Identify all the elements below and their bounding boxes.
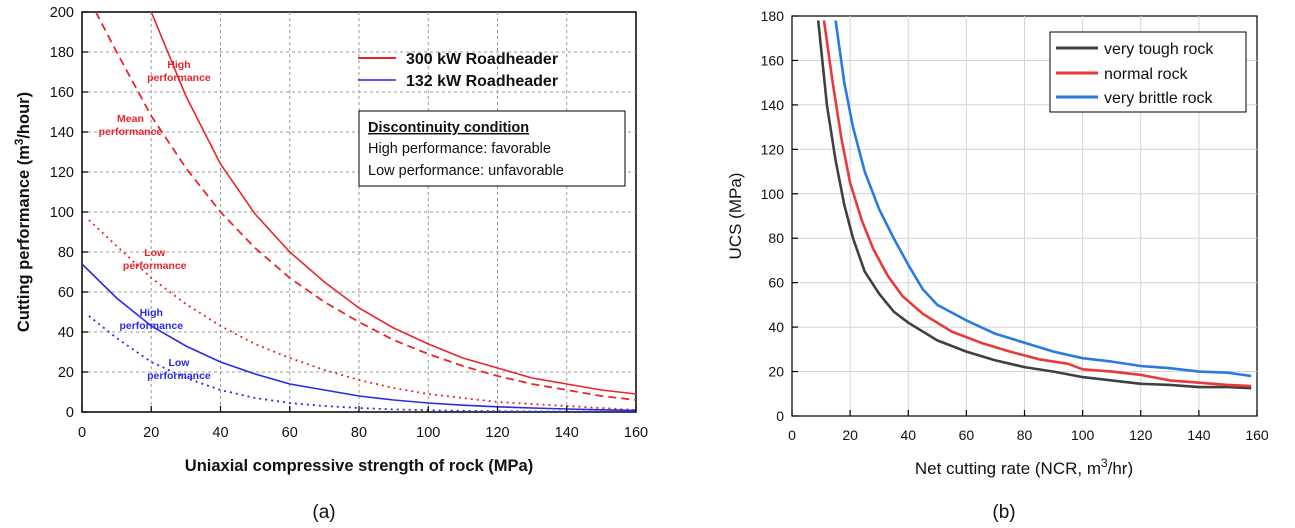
chart-a-x-tick-labels: 0 20 40 60 80 100 120 140 160 bbox=[78, 425, 648, 441]
legend-label-very-tough-rock: very tough rock bbox=[1104, 41, 1214, 58]
y-tick-label: 60 bbox=[768, 275, 784, 291]
x-tick-label: 140 bbox=[555, 425, 579, 441]
chart-a-annotations: High performance Mean performance Low perform… bbox=[99, 59, 211, 382]
y-tick-label: 140 bbox=[761, 97, 785, 113]
x-tick-label: 40 bbox=[900, 427, 916, 443]
x-tick-label: 0 bbox=[788, 427, 796, 443]
x-tick-label: 100 bbox=[416, 425, 440, 441]
y-tick-label: 120 bbox=[761, 141, 785, 157]
chart-a-series-group bbox=[81, 11, 637, 413]
x-tick-label: 80 bbox=[351, 425, 367, 441]
chart-b-x-tick-labels: 0 20 40 60 80 100 120 140 160 bbox=[788, 427, 1269, 443]
chart-a-y-axis-label: Cutting performance (m3/hour) bbox=[14, 92, 33, 332]
series-b-normal-rock bbox=[822, 20, 1252, 388]
series-b-very-brittle-rock bbox=[834, 20, 1252, 378]
y-tick-label: 20 bbox=[768, 364, 784, 380]
y-tick-label: 40 bbox=[58, 325, 74, 341]
x-tick-label: 160 bbox=[1245, 427, 1269, 443]
series-a-0-solid bbox=[150, 11, 637, 395]
series-a-3-solid bbox=[81, 263, 637, 412]
y-tick-label: 60 bbox=[58, 285, 74, 301]
chart-b-legend: very tough rock normal rock very brittle… bbox=[1049, 31, 1247, 113]
annotation-3: High performance bbox=[119, 307, 183, 332]
chart-a-note-box: Discontinuity condition High performance… bbox=[358, 110, 626, 187]
x-tick-label: 60 bbox=[282, 425, 298, 441]
chart-a-legend: 300 kW Roadheader 132 kW Roadheader bbox=[358, 51, 558, 90]
y-tick-label: 100 bbox=[50, 205, 74, 221]
x-tick-label: 60 bbox=[959, 427, 975, 443]
y-tick-label: 160 bbox=[761, 52, 785, 68]
series-a-2-dotted bbox=[88, 219, 637, 411]
note-box-title: Discontinuity condition bbox=[368, 120, 529, 136]
annotation-1: Mean performance bbox=[99, 113, 163, 138]
note-box-line-1: High performance: favorable bbox=[368, 141, 551, 157]
y-tick-label: 120 bbox=[50, 165, 74, 181]
note-box-frame bbox=[358, 110, 626, 187]
y-tick-label: 0 bbox=[66, 405, 74, 421]
note-box-line-2: Low performance: unfavorable bbox=[368, 163, 564, 179]
y-tick-label: 20 bbox=[58, 365, 74, 381]
y-tick-label: 200 bbox=[50, 5, 74, 21]
panel-label-b: (b) bbox=[992, 502, 1015, 523]
x-tick-label: 160 bbox=[624, 425, 648, 441]
x-tick-label: 140 bbox=[1187, 427, 1211, 443]
legend-label-normal-rock: normal rock bbox=[1104, 66, 1189, 83]
annotation-0: High performance bbox=[147, 59, 211, 84]
x-tick-label: 80 bbox=[1017, 427, 1033, 443]
panel-label-a: (a) bbox=[312, 502, 335, 523]
chart-b-series-group bbox=[816, 20, 1252, 390]
chart-a-ticks bbox=[81, 11, 637, 413]
y-tick-label: 0 bbox=[776, 408, 784, 424]
chart-a-y-tick-labels: 0 20 40 60 80 100 120 140 160 180 200 bbox=[50, 5, 74, 421]
x-tick-label: 120 bbox=[485, 425, 509, 441]
y-tick-label: 80 bbox=[768, 230, 784, 246]
chart-b-x-axis-label: Net cutting rate (NCR, m3/hr) bbox=[915, 456, 1133, 478]
y-tick-label: 40 bbox=[768, 319, 784, 335]
chart-b-ticks bbox=[791, 15, 1258, 417]
chart-a: High performance Mean performance Low perform… bbox=[14, 5, 648, 523]
series-b-very-tough-rock bbox=[816, 20, 1252, 390]
series-a-4-dotted bbox=[88, 315, 637, 413]
chart-b-y-axis-label: UCS (MPa) bbox=[726, 173, 745, 260]
annotation-2: Low performance bbox=[123, 247, 187, 272]
series-a-1-dashed bbox=[95, 11, 637, 401]
chart-b: 0 20 40 60 80 100 120 140 160 180 0 20 40 60 80 100 120… bbox=[726, 8, 1269, 523]
y-tick-label: 180 bbox=[50, 45, 74, 61]
annotation-4: Low performance bbox=[147, 357, 211, 382]
legend-label-very-brittle-rock: very brittle rock bbox=[1104, 90, 1213, 107]
x-tick-label: 40 bbox=[212, 425, 228, 441]
y-tick-label: 180 bbox=[761, 8, 785, 24]
legend-label-132kw: 132 kW Roadheader bbox=[406, 73, 558, 90]
y-tick-label: 160 bbox=[50, 85, 74, 101]
x-tick-label: 100 bbox=[1071, 427, 1095, 443]
x-tick-label: 20 bbox=[842, 427, 858, 443]
x-tick-label: 120 bbox=[1129, 427, 1153, 443]
legend-label-300kw: 300 kW Roadheader bbox=[406, 51, 558, 68]
chart-b-y-tick-labels: 0 20 40 60 80 100 120 140 160 180 bbox=[761, 8, 785, 424]
x-tick-label: 20 bbox=[143, 425, 159, 441]
chart-a-x-axis-label: Uniaxial compressive strength of rock (M… bbox=[185, 457, 533, 475]
x-tick-label: 0 bbox=[78, 425, 86, 441]
y-tick-label: 100 bbox=[761, 186, 785, 202]
y-tick-label: 80 bbox=[58, 245, 74, 261]
y-tick-label: 140 bbox=[50, 125, 74, 141]
